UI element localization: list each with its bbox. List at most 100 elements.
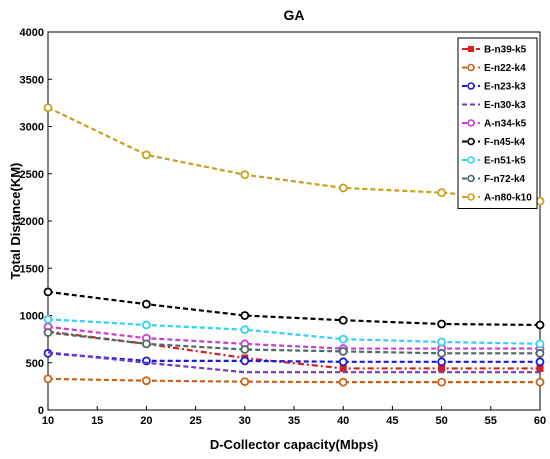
x-tick-label: 55 xyxy=(485,415,497,427)
data-point xyxy=(535,377,545,387)
chart-title: GA xyxy=(284,7,305,23)
x-tick-label: 50 xyxy=(435,415,447,427)
data-point xyxy=(535,339,545,349)
data-point xyxy=(535,320,545,330)
x-tick-label: 60 xyxy=(534,415,546,427)
data-point xyxy=(535,196,545,206)
series-line xyxy=(47,351,540,374)
legend-item: E-n22-k4 xyxy=(462,63,526,74)
y-tick-label: 0 xyxy=(38,405,44,417)
data-point xyxy=(240,356,250,366)
data-point xyxy=(43,374,53,384)
data-point xyxy=(338,377,348,387)
data-point xyxy=(438,364,446,372)
series-E-n22-k4 xyxy=(43,374,545,387)
series-E-n51-k5 xyxy=(43,314,545,349)
data-point xyxy=(240,325,250,335)
data-point xyxy=(339,364,347,372)
data-point xyxy=(437,357,447,367)
legend-label: B-n39-k5 xyxy=(484,45,527,56)
y-axis-title: Total Distance(KM) xyxy=(8,163,23,280)
y-tick-label: 2500 xyxy=(20,169,44,181)
data-point xyxy=(338,183,348,193)
data-point xyxy=(240,377,250,387)
legend-marker xyxy=(468,46,474,52)
legend-label: E-n23-k3 xyxy=(484,82,526,93)
series-A-n80-k10 xyxy=(43,103,545,206)
x-tick-label: 20 xyxy=(140,415,152,427)
legend-label: F-n72-k4 xyxy=(484,174,526,185)
data-point xyxy=(338,347,348,356)
series-line xyxy=(47,331,540,355)
legend-marker xyxy=(467,82,475,90)
legend-item: E-n23-k3 xyxy=(462,82,526,93)
data-point xyxy=(141,376,151,386)
data-point xyxy=(141,339,151,349)
series-line xyxy=(47,330,540,370)
legend-item: F-n72-k4 xyxy=(462,174,526,185)
x-tick-label: 35 xyxy=(288,415,300,427)
y-tick-label: 1000 xyxy=(20,311,44,323)
series-F-n72-k4 xyxy=(43,328,545,358)
data-point xyxy=(240,345,250,354)
data-point xyxy=(141,150,151,160)
data-point xyxy=(535,357,545,367)
legend-marker xyxy=(467,63,475,72)
x-axis-title: D-Collector capacity(Mbps) xyxy=(210,437,378,452)
series-line xyxy=(47,325,540,350)
series-E-n23-k3 xyxy=(43,348,545,367)
legend-item: A-n80-k10 xyxy=(462,193,532,204)
x-tick-label: 25 xyxy=(189,415,201,427)
legend-item: E-n30-k3 xyxy=(462,100,526,111)
data-point xyxy=(437,319,447,329)
legend-label: E-n30-k3 xyxy=(484,100,526,111)
legend-item: A-n34-k5 xyxy=(462,119,527,130)
data-point xyxy=(240,170,250,180)
y-axis: 0 500 1000 1500 2000 2500 3000 3500 4000 xyxy=(20,27,52,417)
data-point xyxy=(437,377,447,387)
data-point xyxy=(437,188,447,198)
y-tick-label: 2000 xyxy=(20,216,44,228)
x-tick-label: 45 xyxy=(386,415,398,427)
x-tick-label: 40 xyxy=(337,415,349,427)
x-tick-label: 30 xyxy=(239,415,251,427)
legend-label: A-n80-k10 xyxy=(484,193,532,204)
legend-item: F-n45-k4 xyxy=(462,137,526,148)
x-tick-label: 10 xyxy=(42,415,54,427)
legend-label: E-n51-k5 xyxy=(484,156,526,167)
data-point xyxy=(141,320,151,330)
legend-label: E-n22-k4 xyxy=(484,63,526,74)
legend-item: E-n51-k5 xyxy=(462,156,526,167)
y-tick-label: 3500 xyxy=(20,74,44,86)
series-F-n45-k4 xyxy=(43,287,545,330)
y-tick-label: 4000 xyxy=(20,27,44,39)
x-axis: 10 15 20 25 30 35 40 45 50 55 60 xyxy=(42,406,546,427)
data-point xyxy=(43,314,53,324)
legend-label: A-n34-k5 xyxy=(484,119,527,130)
data-point xyxy=(338,315,348,325)
legend-marker xyxy=(467,156,475,164)
data-point xyxy=(43,328,53,337)
data-point xyxy=(536,364,544,372)
y-tick-label: 3000 xyxy=(20,122,44,134)
y-tick-label: 500 xyxy=(26,358,44,370)
x-tick-label: 15 xyxy=(91,415,103,427)
legend-marker xyxy=(467,174,475,183)
data-point xyxy=(43,287,53,297)
y-tick-label: 1500 xyxy=(20,263,44,275)
data-point xyxy=(437,348,447,358)
data-point xyxy=(43,103,53,112)
legend-marker xyxy=(467,119,475,127)
series-line xyxy=(47,352,540,363)
legend: B-n39-k5 E-n22-k4 E-n23-k3 E-n30-k3 A-n34-k5… xyxy=(457,37,538,209)
legend-marker xyxy=(467,137,475,146)
data-point xyxy=(141,299,151,309)
data-point xyxy=(338,357,348,367)
series-line xyxy=(47,290,541,327)
legend-marker xyxy=(467,193,475,201)
series-layer xyxy=(43,103,545,387)
data-point xyxy=(240,311,250,320)
data-point xyxy=(437,337,447,347)
series-line xyxy=(47,106,541,203)
